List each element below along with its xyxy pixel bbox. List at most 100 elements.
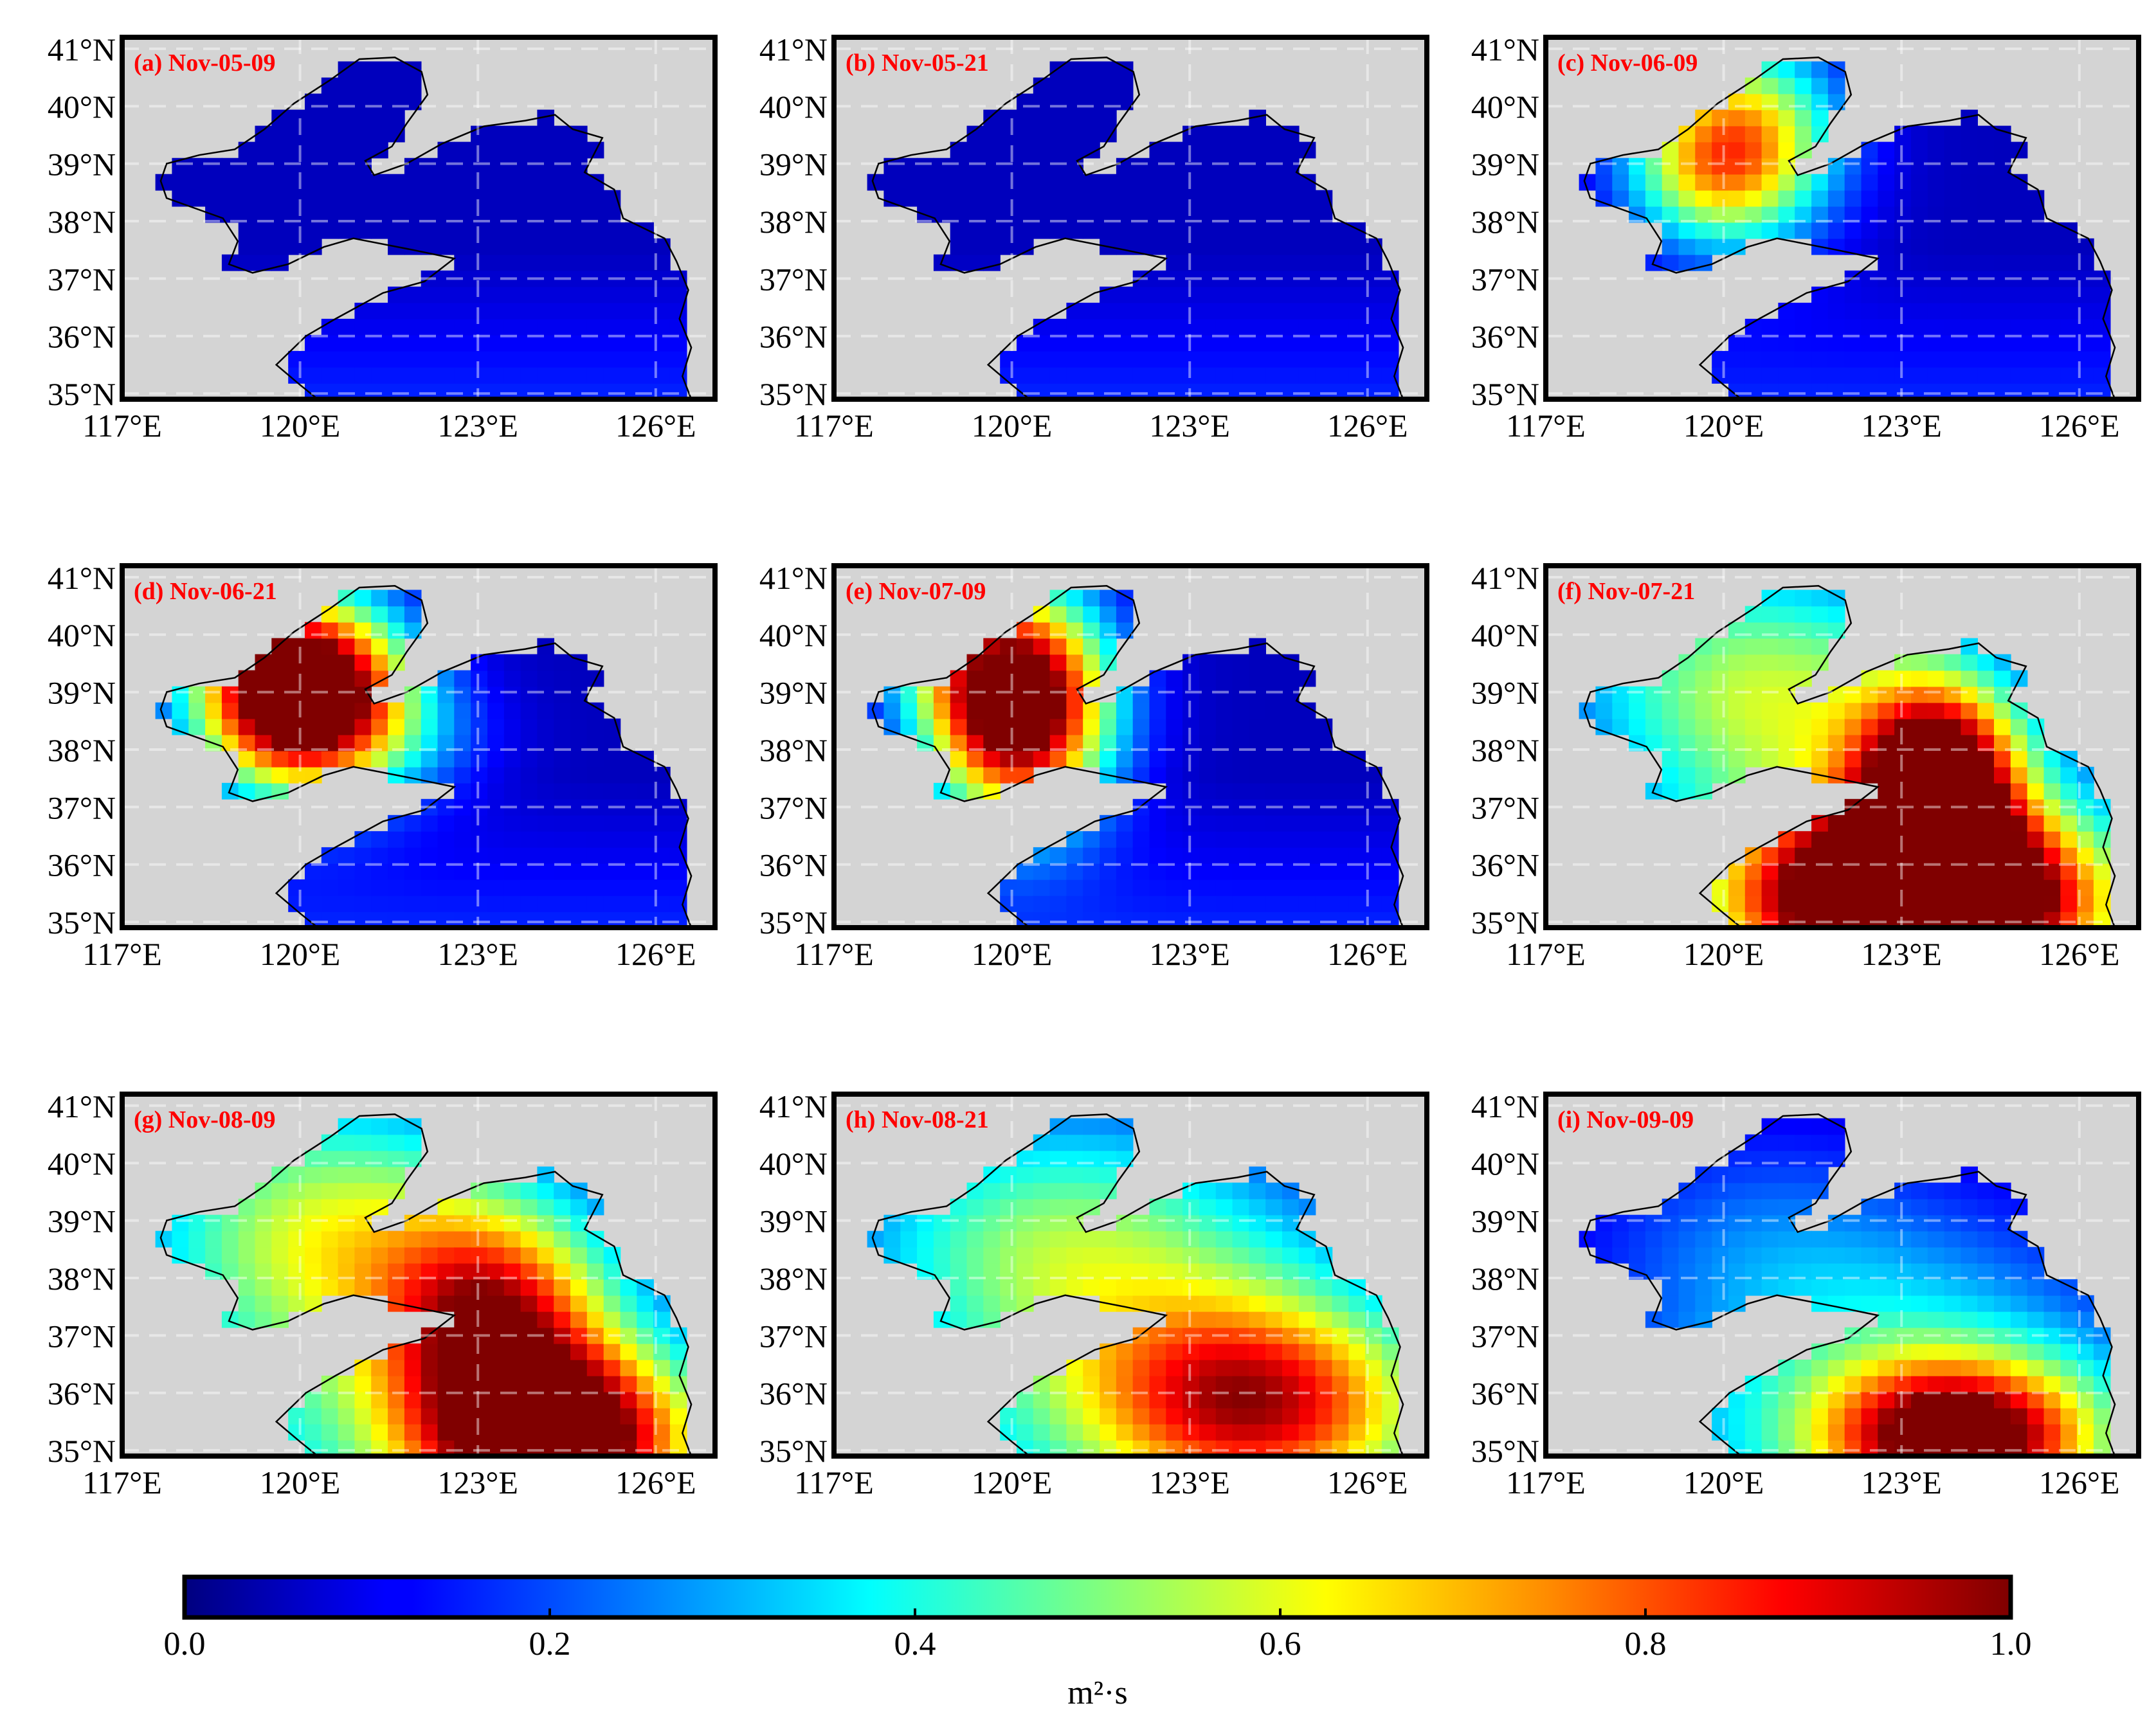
grid-cell (1695, 638, 1712, 655)
grid-cell (354, 383, 372, 399)
grid-cell (437, 912, 455, 928)
grid-cell (2077, 270, 2094, 287)
grid-cell (503, 286, 521, 303)
grid-cell (1265, 766, 1283, 784)
grid-cell (454, 782, 471, 800)
grid-cell (1232, 1246, 1250, 1264)
grid-cell (1629, 190, 1646, 207)
grid-cell (404, 350, 422, 368)
grid-cell (1961, 141, 1978, 159)
grid-cell (1761, 879, 1779, 896)
grid-cell (1083, 1246, 1100, 1264)
grid-cell (1100, 1424, 1117, 1441)
grid-cell (354, 863, 372, 880)
grid-cell (537, 1295, 554, 1312)
grid-cell (1977, 1230, 1995, 1248)
grid-cell (1232, 1440, 1250, 1456)
grid-cell (1944, 125, 1962, 143)
grid-cell (271, 222, 289, 239)
grid-cell (1249, 1214, 1266, 1232)
grid-cell (1100, 318, 1117, 336)
grid-cell (1265, 1279, 1283, 1296)
grid-cell (1911, 1214, 1928, 1232)
grid-cell (1728, 190, 1746, 207)
grid-cell (520, 270, 538, 287)
grid-cell (1778, 879, 1795, 896)
grid-cell (1199, 847, 1217, 864)
grid-cell (1662, 1246, 1680, 1264)
grid-cell (1249, 847, 1266, 864)
grid-cell (371, 606, 388, 623)
grid-cell (1017, 879, 1034, 896)
grid-cell (1811, 879, 1829, 896)
map-frame (831, 35, 1429, 402)
grid-cell (570, 302, 588, 320)
map-panel: (a) Nov-05-0935°N36°N37°N38°N39°N40°N41°… (48, 32, 718, 444)
grid-cell (437, 718, 455, 735)
grid-cell (1249, 734, 1266, 752)
grid-cell (1811, 863, 1829, 880)
grid-cell (388, 302, 405, 320)
grid-cell (487, 863, 505, 880)
grid-cell (1315, 863, 1333, 880)
grid-cell (983, 670, 1001, 687)
grid-cell (1961, 350, 1978, 368)
grid-cell (421, 1440, 439, 1456)
grid-cell (1100, 1246, 1117, 1264)
lon-tick-label: 126°E (615, 1464, 696, 1500)
grid-cell (388, 367, 405, 384)
grid-cell (2010, 766, 2028, 784)
grid-cell (2043, 815, 2061, 832)
grid-cell (288, 222, 305, 239)
grid-cell (338, 686, 356, 703)
grid-cell (1827, 831, 1845, 848)
grid-cell (503, 383, 521, 399)
grid-cell (188, 1214, 206, 1232)
grid-cell (1083, 622, 1100, 639)
grid-cell (2060, 334, 2078, 352)
grid-cell (537, 367, 554, 384)
grid-cell (1149, 734, 1167, 752)
grid-cell (1878, 302, 1895, 320)
grid-cell (371, 1182, 388, 1200)
grid-cell (1365, 896, 1382, 912)
grid-cell (1365, 286, 1382, 303)
grid-cell (1265, 158, 1283, 175)
grid-cell (454, 670, 471, 687)
grid-cell (321, 863, 339, 880)
grid-cell (570, 125, 588, 143)
grid-cell (354, 77, 372, 94)
grid-cell (1977, 141, 1995, 159)
grid-cell (1199, 879, 1217, 896)
grid-cell (421, 1279, 439, 1296)
grid-cell (1994, 254, 2011, 271)
grid-cell (520, 1295, 538, 1312)
grid-cell (338, 879, 356, 896)
grid-cell (1017, 190, 1034, 207)
grid-cell (1265, 734, 1283, 752)
grid-cell (1215, 1391, 1233, 1408)
grid-cell (1365, 912, 1382, 928)
grid-cell (1778, 109, 1795, 127)
grid-cell (1182, 206, 1200, 223)
grid-cell (983, 1279, 1001, 1296)
grid-cell (669, 1407, 687, 1425)
grid-cell (1961, 766, 1978, 784)
grid-cell (1348, 270, 1366, 287)
grid-cell (1381, 1440, 1399, 1456)
grid-cell (437, 1343, 455, 1360)
grid-cell (1645, 1230, 1663, 1248)
grid-cell (1795, 1134, 1812, 1151)
grid-cell (1116, 367, 1134, 384)
grid-cell (1298, 1279, 1316, 1296)
sea-field (867, 590, 1399, 928)
grid-cell (1728, 206, 1746, 223)
grid-cell (338, 1150, 356, 1167)
grid-cell (1744, 125, 1762, 143)
grid-cell (338, 158, 356, 175)
grid-cell (554, 831, 571, 848)
grid-cell (1282, 318, 1300, 336)
grid-cell (1215, 702, 1233, 719)
grid-cell (421, 912, 439, 928)
grid-cell (1066, 125, 1083, 143)
